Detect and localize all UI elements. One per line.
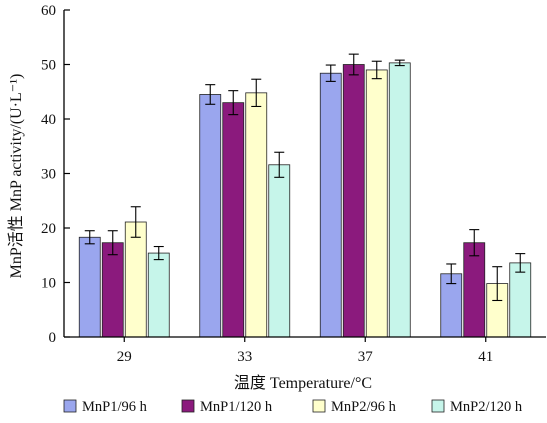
x-tick-label: 41 xyxy=(478,349,493,365)
legend-item: MnP1/120 h xyxy=(181,399,273,415)
error-bar xyxy=(348,53,359,76)
y-tick-label: 10 xyxy=(41,276,56,292)
error-bar xyxy=(446,263,457,285)
error-bar xyxy=(394,59,405,67)
bar xyxy=(388,62,411,338)
legend-swatch xyxy=(312,399,326,413)
bar xyxy=(268,164,291,338)
bar xyxy=(124,221,147,338)
error-bar xyxy=(205,84,216,105)
legend-swatch xyxy=(181,399,195,413)
error-bar xyxy=(492,266,503,302)
legend-swatch xyxy=(63,399,77,413)
y-tick-label: 20 xyxy=(41,221,56,237)
error-bar xyxy=(274,151,285,178)
y-tick-label: 0 xyxy=(49,330,57,346)
bar xyxy=(319,72,342,338)
bar xyxy=(245,92,268,338)
bars-layer xyxy=(78,62,532,338)
x-ticks-layer: 29 33 37 41 xyxy=(117,337,493,365)
error-bar xyxy=(325,64,336,82)
legend-label: MnP1/120 h xyxy=(200,399,273,415)
legend-item: MnP2/96 h xyxy=(312,399,397,415)
x-tick-label: 33 xyxy=(237,349,252,365)
error-bar xyxy=(251,78,262,108)
y-ticks-layer: 0 10 20 30 40 50 60 xyxy=(41,3,70,346)
legend-label: MnP2/96 h xyxy=(331,399,397,415)
x-tick-label: 37 xyxy=(358,349,374,365)
y-tick-label: 30 xyxy=(41,167,56,183)
legend: MnP1/96 h MnP1/120 h MnP2/96 h MnP2/120 h xyxy=(63,399,523,415)
bar xyxy=(365,69,388,338)
error-bar xyxy=(130,206,141,238)
bar xyxy=(463,242,486,338)
y-tick-label: 40 xyxy=(41,112,56,128)
error-bar xyxy=(153,245,164,261)
y-tick-label: 60 xyxy=(41,3,56,19)
bar xyxy=(101,242,124,338)
error-bar xyxy=(228,90,239,116)
bar xyxy=(78,236,101,338)
x-axis-title: 温度 Temperature/°C xyxy=(234,374,372,392)
x-tick-label: 29 xyxy=(117,349,132,365)
error-bar xyxy=(515,253,526,273)
y-tick-label: 50 xyxy=(41,58,56,74)
bar xyxy=(342,64,365,338)
error-bar xyxy=(469,229,480,257)
legend-swatch xyxy=(431,399,445,413)
bar xyxy=(147,252,170,338)
bar xyxy=(222,102,245,338)
error-bar xyxy=(107,230,118,256)
y-axis-title: MnP活性 MnP activity/(U·L⁻¹) xyxy=(7,74,25,279)
error-bars-layer xyxy=(84,53,526,302)
error-bar xyxy=(371,60,382,80)
legend-label: MnP1/96 h xyxy=(82,399,148,415)
bar xyxy=(509,262,532,338)
bar xyxy=(199,94,222,338)
error-bar xyxy=(84,230,95,245)
legend-item: MnP2/120 h xyxy=(431,399,523,415)
legend-item: MnP1/96 h xyxy=(63,399,148,415)
legend-label: MnP2/120 h xyxy=(450,399,523,415)
